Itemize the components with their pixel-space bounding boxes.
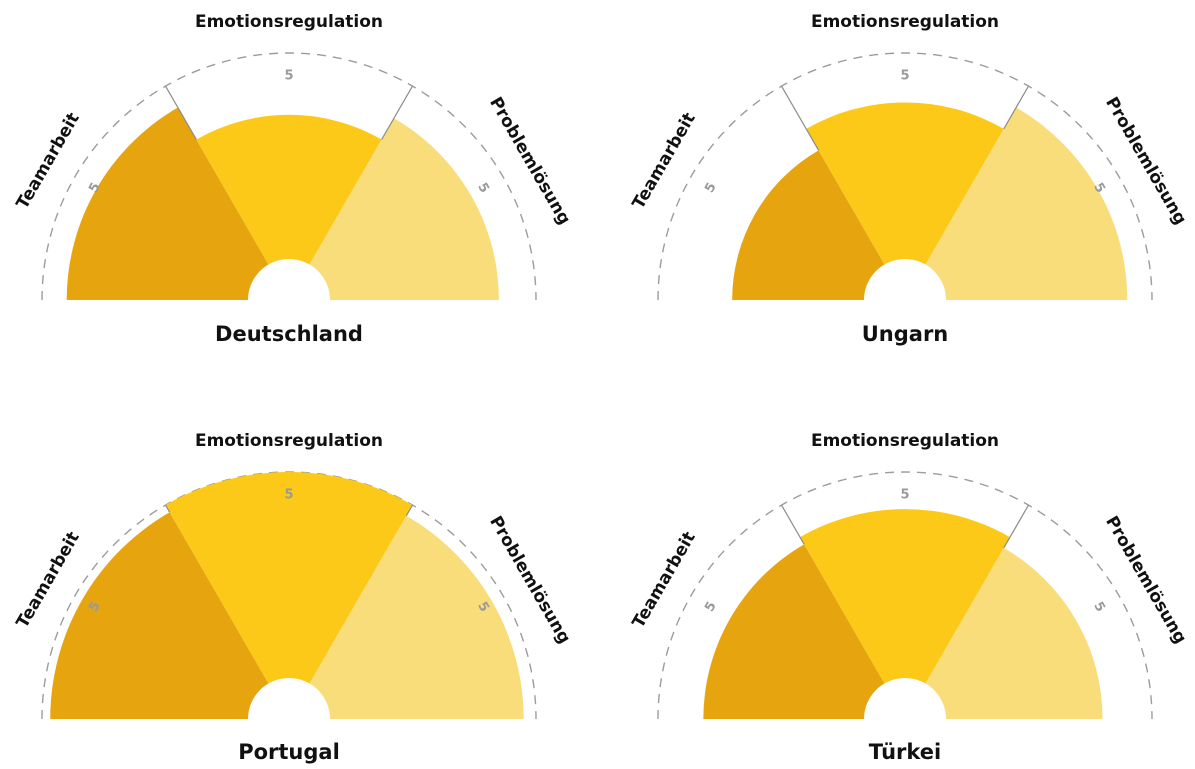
polar-chart: Teamarbeit Emotionsregulation Problemlösun… xyxy=(629,12,1191,346)
center-hole xyxy=(248,678,330,760)
tick-label: 5 xyxy=(474,180,492,195)
sector-divider xyxy=(1003,504,1030,549)
tick-label: 5 xyxy=(284,488,293,503)
chart-title: Ungarn xyxy=(862,322,949,346)
axis-label-1: Emotionsregulation xyxy=(195,12,383,32)
polar-chart: TeamarbeitEmotionsregulationProblemlösun… xyxy=(13,431,575,764)
sector-1 xyxy=(196,114,382,266)
axis-label-0: Teamarbeit xyxy=(629,528,700,631)
chart-title: Portugal xyxy=(238,740,340,764)
sector-divider xyxy=(780,85,820,151)
sector-0 xyxy=(732,150,885,300)
axis-label-0: Teamarbeit xyxy=(629,109,700,212)
sector-2 xyxy=(309,515,524,719)
polar-chart: Teamarbeit Emotionsregulation Problemlösun… xyxy=(13,12,575,346)
axis-label-1: Emotionsregulation xyxy=(811,12,999,32)
axis-label-1: Emotionsregulation xyxy=(195,431,383,451)
center-hole xyxy=(864,259,946,341)
axis-label-2: Problemlösung xyxy=(1101,513,1190,648)
tick-label: 5 xyxy=(702,180,720,195)
chart-title: Türkei xyxy=(869,740,941,764)
max-ring xyxy=(657,52,1153,301)
sector-0 xyxy=(50,512,269,719)
tick-label: 5 xyxy=(900,69,909,84)
axis-label-2: Problemlösung xyxy=(485,94,574,229)
sector-2 xyxy=(309,118,499,300)
sector-1 xyxy=(800,509,1010,685)
sector-1 xyxy=(165,472,413,685)
sector-2 xyxy=(925,107,1128,300)
axis-label-0: Teamarbeit xyxy=(13,109,84,212)
center-hole xyxy=(864,678,946,760)
tick-label: 5 xyxy=(1090,599,1108,614)
sector-divider xyxy=(1003,85,1030,130)
tick-label: 5 xyxy=(900,488,909,503)
sector-divider xyxy=(405,504,414,517)
sector-0 xyxy=(703,544,885,719)
sector-divider xyxy=(780,504,805,545)
sector-1 xyxy=(806,102,1004,266)
axis-label-0: Teamarbeit xyxy=(13,528,84,631)
sector-2 xyxy=(925,547,1103,719)
axis-label-2: Problemlösung xyxy=(1101,94,1190,229)
polar-chart: Teamarbeit Emotionsregulation Problemlösun… xyxy=(629,431,1191,764)
sector-divider xyxy=(381,85,414,140)
tick-label: 5 xyxy=(702,599,720,614)
max-ring xyxy=(41,52,537,301)
chart-title: Deutschland xyxy=(215,322,363,346)
tick-label: 5 xyxy=(284,69,293,84)
sector-divider xyxy=(164,504,171,513)
sector-0 xyxy=(66,107,269,300)
axis-label-1: Emotionsregulation xyxy=(811,431,999,451)
max-ring xyxy=(657,471,1153,720)
max-ring xyxy=(41,471,537,720)
sector-divider xyxy=(164,85,197,140)
center-hole xyxy=(248,259,330,341)
